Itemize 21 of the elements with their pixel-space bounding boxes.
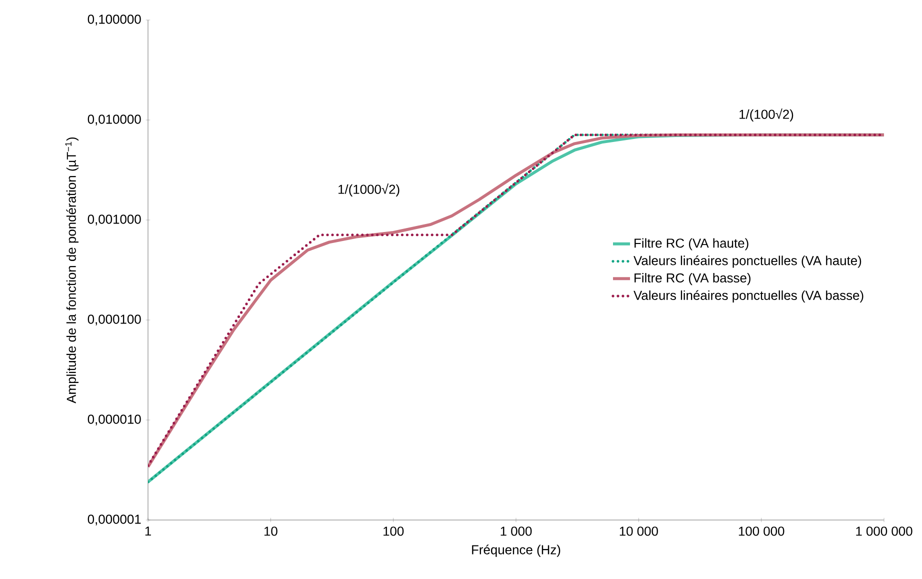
- x-axis-title: Fréquence (Hz): [472, 544, 560, 557]
- x-tick-label: 10 000: [620, 526, 658, 536]
- x-tick-label: 1 000 000: [856, 526, 912, 536]
- x-tick-label: 100: [384, 526, 404, 536]
- legend-label: Filtre RC (VA haute): [634, 238, 748, 250]
- y-tick-label: 0,000100: [88, 314, 141, 326]
- legend-label: Valeurs linéaires ponctuelles (VA basse): [634, 290, 864, 303]
- legend-label: Filtre RC (VA basse): [634, 272, 750, 286]
- y-tick-label: 0,100000: [88, 14, 141, 26]
- x-tick-label: 1 000: [500, 526, 532, 536]
- legend-label: Valeurs linéaires ponctuelles (VA haute): [634, 256, 862, 268]
- y-tick-label: 0,000001: [88, 514, 141, 526]
- y-axis-title: Amplitude de la fonction de pondération (µT$^{−1}$): [65, 137, 79, 404]
- annotation: 1/(100√2): [740, 108, 794, 122]
- y-tick-label: 0,000010: [88, 414, 141, 426]
- y-tick-label: 0,001000: [88, 214, 141, 226]
- x-tick-label: 10: [264, 526, 278, 536]
- annotation: 1/(1000√2): [338, 184, 400, 196]
- x-tick-label: 1: [145, 526, 151, 536]
- y-tick-label: 0,010000: [88, 114, 141, 126]
- x-tick-label: 100 000: [738, 526, 784, 536]
